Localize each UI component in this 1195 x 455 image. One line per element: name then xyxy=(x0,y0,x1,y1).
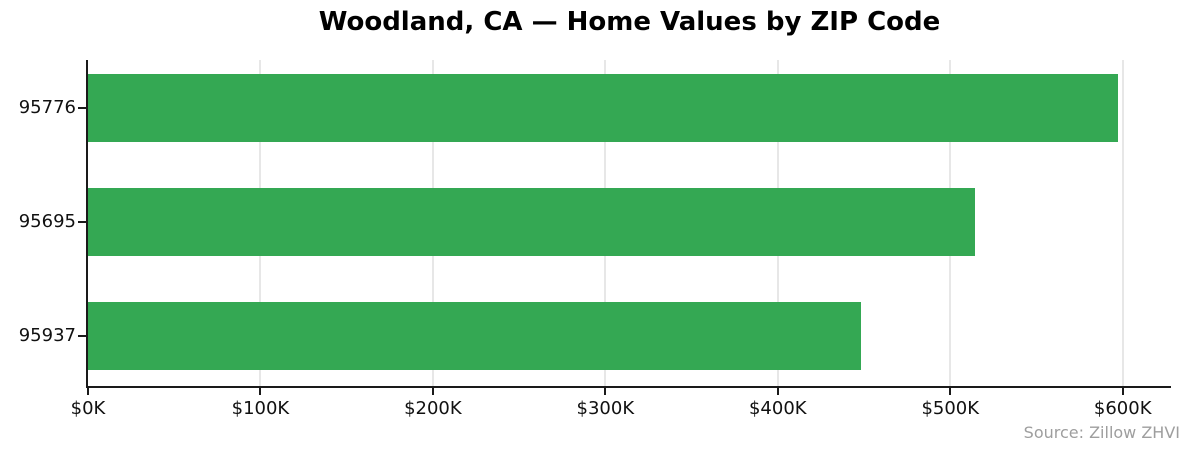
x-tick-mark xyxy=(259,388,262,395)
x-tick-mark xyxy=(1121,388,1124,395)
chart-title: Woodland, CA — Home Values by ZIP Code xyxy=(318,7,941,37)
y-tick-mark xyxy=(78,335,86,337)
x-tick-mark xyxy=(431,388,434,395)
x-axis-spine xyxy=(86,386,1171,388)
x-tick-label: $400K xyxy=(748,398,807,419)
x-tick-label: $300K xyxy=(576,398,635,419)
y-tick-mark xyxy=(78,221,86,223)
x-tick-label: $500K xyxy=(921,398,980,419)
y-tick-label: 95937 xyxy=(18,325,76,346)
x-tick-mark xyxy=(87,388,89,395)
source-note: Source: Zillow ZHVI xyxy=(1023,423,1180,442)
x-tick-label: $100K xyxy=(231,398,290,419)
y-axis-spine xyxy=(86,60,88,388)
x-tick-label: $600K xyxy=(1093,398,1152,419)
y-tick-label: 95776 xyxy=(18,97,76,118)
plot-area: 95776 95695 95937 $0K $100K $200K $300K $400K $5… xyxy=(19,60,1171,419)
x-tick-mark xyxy=(949,388,952,395)
bar xyxy=(88,74,1118,142)
y-tick-label: 95695 xyxy=(18,211,76,232)
x-tick-label: $200K xyxy=(404,398,462,419)
x-tick-label: $0K xyxy=(70,398,106,419)
x-tick-mark xyxy=(776,388,779,395)
bar xyxy=(88,188,976,256)
x-tick-mark xyxy=(604,388,607,395)
y-tick-mark xyxy=(78,107,86,109)
gridline xyxy=(1121,60,1124,386)
bar xyxy=(88,302,862,370)
